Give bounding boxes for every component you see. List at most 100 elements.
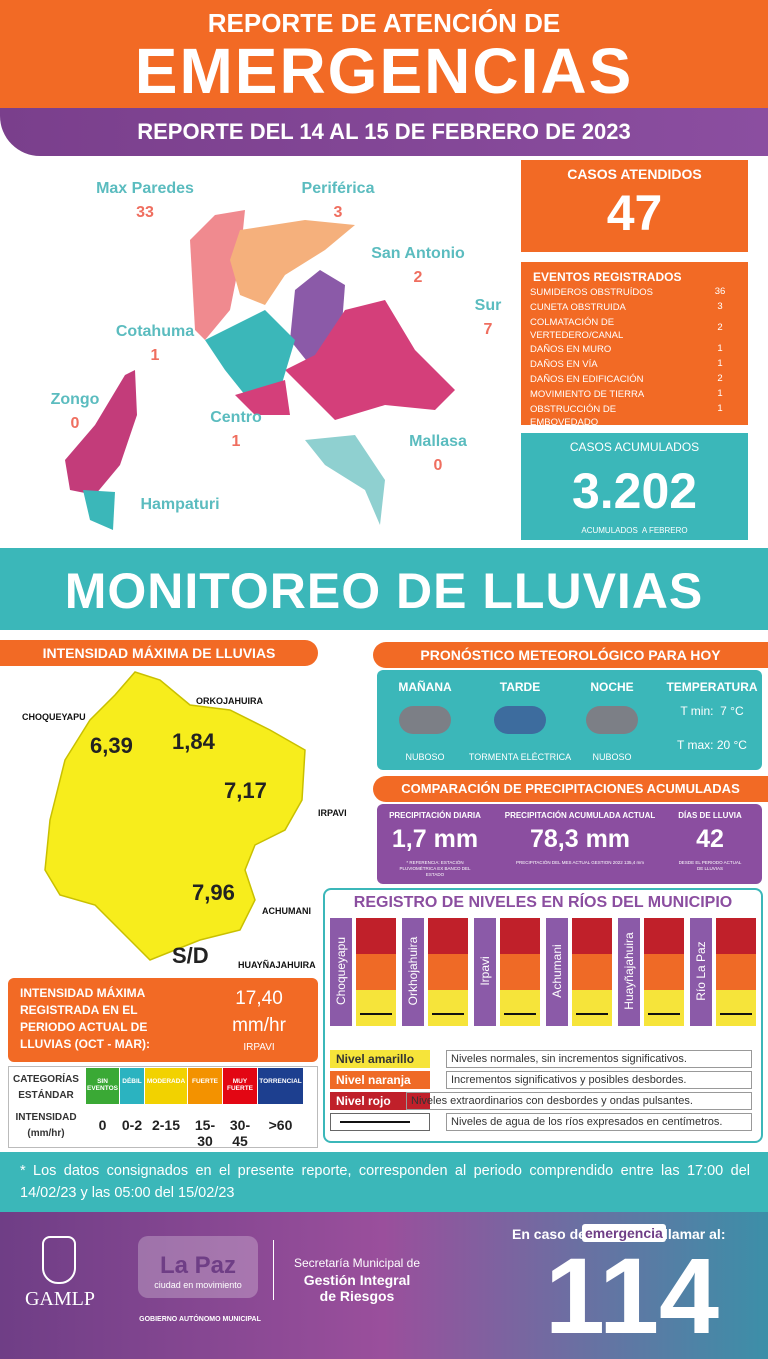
legend-swatch <box>330 1092 430 1110</box>
cat-color <box>86 1068 119 1104</box>
station-name: ORKOJAHUIRA <box>196 696 264 706</box>
cat-range: 30-45 <box>229 1117 251 1149</box>
station-value: 7,96 <box>192 880 235 905</box>
river-name: Huayñajahuira <box>622 932 636 1010</box>
events-box <box>521 262 748 425</box>
footnote-band <box>0 1152 768 1212</box>
level-orange <box>500 954 540 990</box>
zone-name: Cotahuma <box>115 323 195 340</box>
cat-name: FUERTE <box>192 1078 218 1085</box>
header-band <box>0 0 768 112</box>
period-name: NOCHE <box>590 680 634 694</box>
event-count: 3 <box>717 301 723 312</box>
river-tag <box>618 918 640 1026</box>
zone-count: 1 <box>150 347 160 364</box>
level-orange <box>644 954 684 990</box>
period-name: TARDE <box>499 680 541 694</box>
section-band <box>0 548 768 630</box>
zone-name: Sur <box>474 297 502 314</box>
cat-range: 0-2 <box>121 1117 143 1133</box>
station-name: ACHUMANI <box>262 906 311 916</box>
event-count: 1 <box>717 343 723 354</box>
event-label: COLMATACIÓN DE VERTEDERO/CANAL <box>530 317 624 341</box>
level-yellow <box>500 990 540 1026</box>
zone-sur <box>285 300 455 420</box>
max-station: IRPAVI <box>243 1042 275 1053</box>
river-name: Río La Paz <box>694 941 708 1001</box>
legend-swatch <box>330 1050 430 1068</box>
comp-label: PRECIPITACIÓN ACUMULADA ACTUAL <box>504 811 656 820</box>
level-red <box>572 918 612 954</box>
level-yellow <box>644 990 684 1026</box>
events-title: EVENTOS REGISTRADOS <box>533 270 682 284</box>
accumulated-value: 3.202 <box>571 463 698 519</box>
level-line <box>576 1013 608 1015</box>
legend-text: Niveles de agua de los ríos expresados e… <box>446 1113 752 1131</box>
rain-title: INTENSIDAD MÁXIMA DE LLUVIAS <box>42 645 276 661</box>
zone-mallasa <box>305 435 385 525</box>
section-title: MONITOREO DE LLUVIAS <box>64 563 704 619</box>
level-red <box>356 918 396 954</box>
cat-color <box>258 1068 303 1104</box>
cases-label: CASOS ATENDIDOS <box>567 166 702 182</box>
event-count: 1 <box>717 403 723 414</box>
cat-color <box>223 1068 257 1104</box>
level-line <box>648 1013 680 1015</box>
level-yellow <box>428 990 468 1026</box>
event-label: OBSTRUCCIÓN DE EMBOVEDADO <box>530 404 617 428</box>
level-yellow <box>356 990 396 1026</box>
station-value: 1,84 <box>172 729 215 754</box>
temp-label: TEMPERATURA <box>666 680 758 694</box>
level-red <box>644 918 684 954</box>
comp-note: PRECIPITACIÓN DEL MES ACTUAL GESTION 202… <box>515 860 645 865</box>
river-name: Choqueyapu <box>334 936 348 1006</box>
zone-periferica <box>230 220 355 305</box>
river-tag <box>330 918 352 1026</box>
level-red <box>500 918 540 954</box>
rain-basin <box>44 671 306 961</box>
event-count: 1 <box>717 358 723 369</box>
accumulated-box <box>521 433 748 540</box>
zone-name: Centro <box>210 409 262 426</box>
zone-max-paredes <box>190 210 245 340</box>
period-desc: NUBOSO <box>405 752 445 762</box>
zone-name: Zongo <box>50 391 100 408</box>
level-line <box>360 1013 392 1015</box>
event-label: DAÑOS EN EDIFICACIÓN <box>530 374 644 385</box>
comparison-box <box>377 804 762 884</box>
comparison-title: COMPARACIÓN DE PRECIPITACIONES ACUMULADA… <box>401 781 740 796</box>
event-label: DAÑOS EN VÍA <box>530 359 598 370</box>
zone-count: 33 <box>136 204 154 221</box>
secretaria-line: Secretaría Municipal de <box>293 1256 421 1270</box>
legend-label: Nivel naranja <box>336 1073 411 1087</box>
accumulated-note: ACUMULADOS A FEBRERO <box>581 526 688 535</box>
comp-label: PRECIPITACIÓN DIARIA <box>389 811 481 820</box>
level-red <box>716 918 756 954</box>
cat-range: >60 <box>268 1117 293 1133</box>
legend-text: Niveles normales, sin incrementos signif… <box>446 1050 752 1068</box>
level-orange <box>572 954 612 990</box>
zone-zongo <box>65 370 137 495</box>
station-name: HUAYÑAJAHUIRA <box>238 960 316 970</box>
station-value: 6,39 <box>90 733 133 758</box>
accumulated-label: CASOS ACUMULADOS <box>569 440 700 454</box>
secretaria-line: Gestión Integral <box>303 1272 411 1288</box>
header-title-main: EMERGENCIAS <box>134 35 634 107</box>
date-band <box>0 108 768 156</box>
zone-count: 0 <box>433 457 443 474</box>
max-box <box>8 978 318 1062</box>
legend-swatch <box>330 1071 430 1089</box>
cat-name: MUY FUERTE <box>227 1078 253 1092</box>
river-name: Irpavi <box>478 956 492 986</box>
logo-caption: GOBIERNO AUTÓNOMO MUNICIPAL <box>139 1316 261 1323</box>
event-count: 36 <box>714 286 726 297</box>
level-orange <box>428 954 468 990</box>
cat-range: 0 <box>98 1117 107 1133</box>
temp-max: T max: 20 °C <box>677 738 747 752</box>
zone-count: 1 <box>231 433 241 450</box>
zone-count: 0 <box>70 415 80 432</box>
cat-name: TORRENCIAL <box>259 1078 302 1085</box>
zones-map <box>65 210 455 530</box>
rain-header <box>0 640 318 666</box>
event-label: SUMIDEROS OBSTRUÍDOS <box>530 287 653 298</box>
